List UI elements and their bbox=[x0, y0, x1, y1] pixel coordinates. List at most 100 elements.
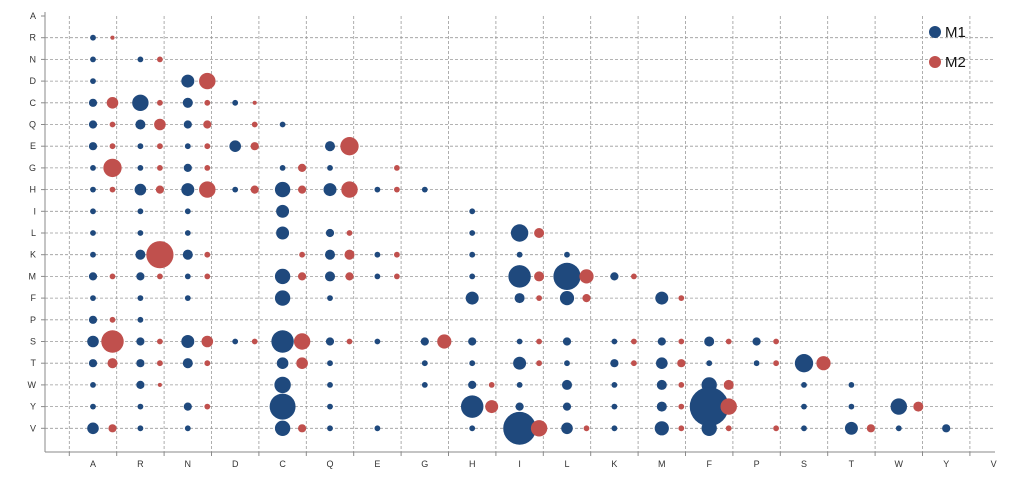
bubble-m1 bbox=[137, 56, 144, 63]
y-tick-label: E bbox=[30, 141, 36, 151]
bubble-m2 bbox=[296, 357, 308, 370]
bubble-m1 bbox=[274, 420, 291, 436]
x-tick-label: I bbox=[518, 459, 521, 469]
bubble-m2 bbox=[204, 273, 211, 280]
bubble-m1 bbox=[183, 163, 192, 173]
bubble-m1 bbox=[181, 74, 195, 88]
y-tick-label: G bbox=[29, 163, 36, 173]
x-tick-label: L bbox=[564, 459, 569, 469]
bubble-m2 bbox=[725, 338, 732, 345]
bubble-m2 bbox=[106, 97, 119, 109]
bubble-m1 bbox=[654, 421, 669, 436]
y-tick-label: D bbox=[30, 76, 37, 86]
bubble-m2 bbox=[157, 143, 163, 150]
bubble-m1 bbox=[564, 251, 570, 258]
y-tick-label: P bbox=[30, 315, 36, 325]
bubble-m1 bbox=[232, 99, 239, 106]
bubble-m2 bbox=[297, 185, 307, 194]
x-tick-label: R bbox=[137, 459, 144, 469]
bubble-m1 bbox=[610, 272, 619, 281]
bubble-m1 bbox=[88, 142, 98, 151]
bubble-m1 bbox=[90, 78, 96, 84]
axes: A R N D C Q E G H I L K M F P S T W Y V A R N D C Q E G H I L K M F P S T W Y V… bbox=[28, 11, 997, 469]
bubble-m1 bbox=[706, 360, 713, 367]
bubble-m2 bbox=[204, 165, 211, 171]
bubble-m1 bbox=[88, 272, 98, 281]
bubble-m2 bbox=[866, 424, 876, 433]
y-tick-label: F bbox=[31, 293, 37, 303]
bubble-m1 bbox=[890, 398, 908, 415]
y-tick-label: K bbox=[30, 250, 36, 260]
bubble-m2 bbox=[678, 425, 685, 432]
bubble-m1 bbox=[276, 204, 290, 218]
bubble-m1 bbox=[136, 337, 145, 346]
bubble-m2 bbox=[155, 185, 165, 194]
bubble-m1 bbox=[468, 337, 477, 346]
bubble-m1 bbox=[90, 56, 96, 63]
bubble-m1 bbox=[325, 228, 335, 238]
bubble-m1 bbox=[465, 291, 479, 305]
bubble-m1 bbox=[324, 249, 336, 260]
y-tick-label: I bbox=[33, 206, 36, 216]
x-tick-label: K bbox=[611, 459, 617, 469]
y-tick-label: C bbox=[30, 98, 37, 108]
bubble-m1 bbox=[184, 208, 191, 215]
bubble-m1 bbox=[562, 402, 572, 411]
bubble-m2 bbox=[204, 403, 211, 410]
bubble-m1 bbox=[421, 360, 428, 367]
x-tick-label: D bbox=[232, 459, 239, 469]
bubble-m2 bbox=[536, 295, 542, 301]
legend: M1 M2 bbox=[929, 24, 966, 71]
legend-marker-m1 bbox=[929, 26, 941, 38]
x-tick-label: E bbox=[374, 459, 380, 469]
bubble-m1 bbox=[801, 403, 807, 410]
bubble-m2 bbox=[250, 185, 259, 194]
bubble-m1 bbox=[515, 402, 524, 411]
y-tick-label: M bbox=[29, 271, 37, 281]
x-tick-label: H bbox=[469, 459, 476, 469]
bubble-m2 bbox=[530, 420, 548, 437]
bubble-m2 bbox=[579, 269, 594, 284]
bubble-m1 bbox=[510, 224, 529, 242]
bubble-m2 bbox=[157, 99, 163, 106]
bubble-m1 bbox=[183, 120, 192, 129]
bubble-m2 bbox=[536, 360, 542, 367]
bubble-m2 bbox=[913, 401, 924, 412]
bubble-m1 bbox=[553, 262, 581, 291]
bubble-m1 bbox=[611, 382, 618, 388]
bubble-m1 bbox=[469, 273, 476, 280]
bubble-m1 bbox=[182, 249, 193, 260]
bubble-m2 bbox=[345, 272, 354, 281]
bubble-m2 bbox=[109, 143, 116, 150]
bubble-m1 bbox=[469, 251, 476, 258]
bubble-m2 bbox=[583, 425, 590, 432]
bubble-m1 bbox=[274, 290, 291, 306]
bubble-m1 bbox=[90, 382, 96, 388]
bubble-m1 bbox=[132, 94, 149, 112]
bubble-m1 bbox=[184, 143, 191, 150]
bubble-m2 bbox=[109, 316, 116, 323]
bubble-m1 bbox=[942, 424, 951, 433]
bubble-m1 bbox=[801, 382, 807, 388]
bubble-m1 bbox=[181, 183, 195, 197]
x-tick-label: Q bbox=[326, 459, 333, 469]
bubble-m2 bbox=[631, 273, 637, 280]
x-tick-label: A bbox=[90, 459, 96, 469]
bubble-m2 bbox=[108, 424, 117, 433]
bubble-m1 bbox=[279, 165, 286, 171]
bubble-m1 bbox=[374, 425, 381, 432]
bubble-m2 bbox=[394, 251, 400, 258]
bubble-m1 bbox=[514, 293, 525, 304]
bubble-m2 bbox=[631, 360, 637, 367]
y-tick-label: S bbox=[30, 337, 36, 347]
bubble-m1 bbox=[561, 379, 573, 390]
bubble-m2 bbox=[204, 143, 211, 150]
bubble-m1 bbox=[327, 360, 333, 367]
bubble-m2 bbox=[251, 121, 258, 128]
legend-marker-m2 bbox=[929, 56, 941, 68]
bubble-m1 bbox=[704, 336, 715, 347]
y-tick-label: H bbox=[30, 185, 37, 195]
bubble-m1 bbox=[137, 143, 144, 150]
bubble-m1 bbox=[136, 380, 145, 390]
bubble-m1 bbox=[90, 295, 96, 301]
